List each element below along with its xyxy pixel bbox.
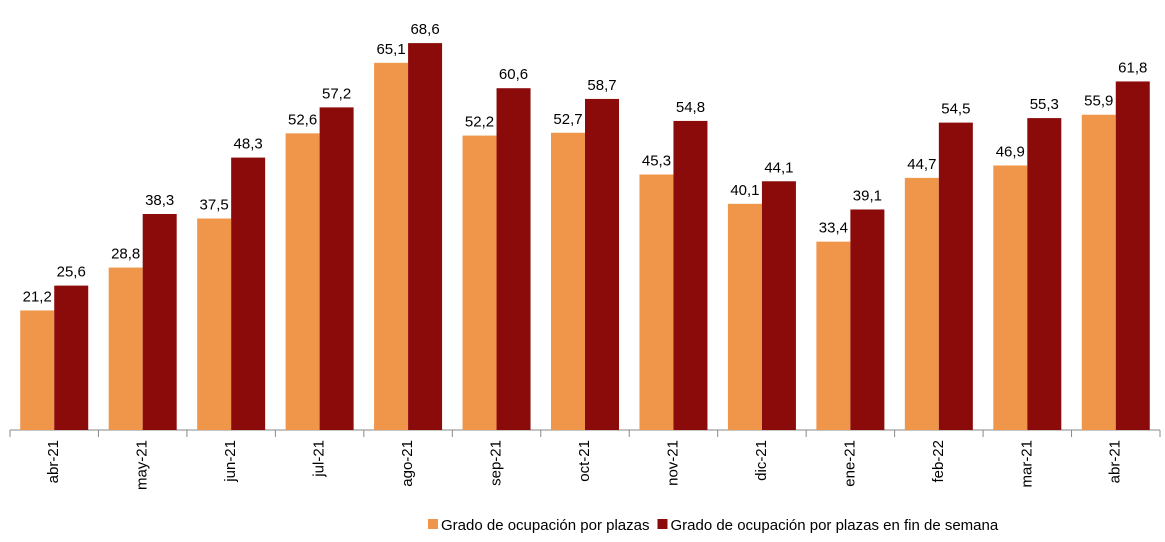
bar <box>761 181 796 430</box>
value-label: 33,4 <box>819 220 848 237</box>
x-tick-label: mar-21 <box>1018 440 1035 488</box>
bar <box>639 174 674 430</box>
bar <box>231 157 266 430</box>
x-tick-label: sep-21 <box>488 440 505 486</box>
bar <box>197 218 232 430</box>
value-label: 44,1 <box>764 159 793 176</box>
bar <box>551 132 585 430</box>
bar <box>938 122 973 431</box>
value-label: 55,3 <box>1030 96 1059 113</box>
legend-label: Grado de ocupación por plazas en fin de … <box>670 517 998 534</box>
legend-swatch <box>428 519 438 529</box>
value-label: 40,1 <box>730 182 759 199</box>
value-label: 37,5 <box>200 197 229 214</box>
value-label: 52,6 <box>288 111 317 128</box>
bar <box>142 213 177 430</box>
bar <box>319 107 354 430</box>
value-label: 54,8 <box>676 99 705 116</box>
x-tick-label: oct-21 <box>576 440 593 482</box>
x-tick-label: jun-21 <box>222 440 239 483</box>
value-label: 46,9 <box>996 143 1025 160</box>
x-tick-label: ene-21 <box>841 440 858 487</box>
bar <box>727 203 762 430</box>
value-label: 61,8 <box>1118 59 1147 76</box>
value-label: 60,6 <box>499 66 528 83</box>
legend-swatch <box>657 519 668 529</box>
value-label: 39,1 <box>853 187 882 204</box>
value-label: 54,5 <box>941 101 970 118</box>
value-label: 52,7 <box>553 111 582 128</box>
bar <box>904 177 939 430</box>
bar <box>285 133 320 430</box>
bar <box>993 165 1028 430</box>
value-label: 68,6 <box>410 21 439 38</box>
x-tick-label: dic-21 <box>753 440 770 481</box>
bar <box>816 241 851 430</box>
value-label: 38,3 <box>145 192 174 209</box>
bar <box>374 62 409 430</box>
bar <box>1081 114 1116 430</box>
x-tick-label: may-21 <box>134 440 151 490</box>
x-tick-label: abr-21 <box>1107 440 1124 483</box>
legend-label: Grado de ocupación por plazas <box>441 517 649 534</box>
value-label: 65,1 <box>376 41 405 58</box>
bar <box>462 135 497 431</box>
bar <box>1115 81 1150 430</box>
x-tick-label: abr-21 <box>45 440 62 483</box>
bar <box>673 120 708 430</box>
value-label: 58,7 <box>587 77 616 94</box>
value-label: 45,3 <box>642 153 671 170</box>
bar <box>585 98 619 430</box>
value-label: 57,2 <box>322 85 351 102</box>
bar <box>108 267 143 430</box>
bar <box>408 43 443 430</box>
value-label: 48,3 <box>234 136 263 153</box>
value-label: 52,2 <box>465 114 494 131</box>
bar <box>850 209 885 430</box>
x-tick-label: ago-21 <box>399 440 416 487</box>
bar <box>54 285 89 430</box>
bar <box>1027 118 1062 430</box>
value-label: 21,2 <box>23 288 52 305</box>
x-tick-label: feb-22 <box>930 440 947 483</box>
x-tick-label: nov-21 <box>664 440 681 486</box>
value-label: 28,8 <box>111 246 140 263</box>
value-label: 55,9 <box>1084 93 1113 110</box>
bar <box>496 88 531 430</box>
value-label: 44,7 <box>907 156 936 173</box>
value-label: 25,6 <box>57 264 86 281</box>
x-tick-label: jul-21 <box>311 440 328 478</box>
bar <box>20 310 55 430</box>
